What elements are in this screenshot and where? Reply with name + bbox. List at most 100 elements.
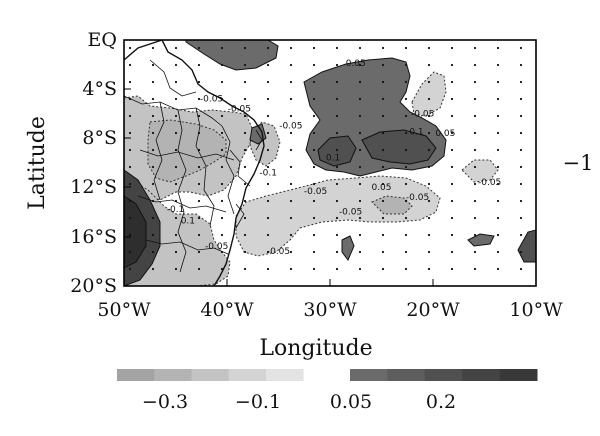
grid-dot <box>358 114 362 118</box>
grid-dot <box>220 97 224 101</box>
grid-dot <box>128 63 132 67</box>
grid-dot <box>450 80 454 84</box>
grid-dot <box>151 250 155 254</box>
grid-dot <box>473 165 477 169</box>
grid-dot <box>381 216 385 220</box>
grid-dot <box>128 267 132 271</box>
grid-dot <box>312 63 316 67</box>
grid-dot <box>220 182 224 186</box>
grid-dot <box>358 63 362 67</box>
grid-dot <box>243 233 247 237</box>
grid-dot <box>450 250 454 254</box>
grid-dot <box>496 63 500 67</box>
grid-dot <box>381 267 385 271</box>
grid-dot <box>289 80 293 84</box>
grid-dot <box>473 97 477 101</box>
grid-dot <box>381 199 385 203</box>
contour-label: -0.05 <box>267 247 290 257</box>
grid-dot <box>335 131 339 135</box>
grid-dot <box>450 148 454 152</box>
grid-dot <box>519 216 523 220</box>
grid-dot <box>335 148 339 152</box>
grid-dot <box>496 250 500 254</box>
grid-dot <box>151 63 155 67</box>
panel-marker: −1 <box>563 151 594 175</box>
grid-dot <box>381 114 385 118</box>
grid-dot <box>128 80 132 84</box>
grid-dot <box>151 199 155 203</box>
grid-dot <box>289 267 293 271</box>
grid-dot <box>289 182 293 186</box>
grid-dot <box>450 63 454 67</box>
grid-dot <box>358 182 362 186</box>
grid-dot <box>404 267 408 271</box>
grid-dot <box>289 233 293 237</box>
colorbar-swatch <box>499 369 538 381</box>
contour-label: -0.05 <box>478 178 501 188</box>
grid-dot <box>174 114 178 118</box>
coastline-contours <box>229 129 263 229</box>
grid-dot <box>128 114 132 118</box>
grid-dot <box>496 216 500 220</box>
grid-dot <box>358 148 362 152</box>
grid-dot <box>450 233 454 237</box>
grid-dot <box>473 148 477 152</box>
grid-dot <box>174 182 178 186</box>
grid-dot <box>243 63 247 67</box>
grid-dot <box>174 250 178 254</box>
grid-dot <box>243 97 247 101</box>
positive-region-small-south <box>341 235 355 261</box>
grid-dot <box>243 165 247 169</box>
grid-dot <box>335 199 339 203</box>
grid-dot <box>450 182 454 186</box>
grid-dot <box>427 250 431 254</box>
grid-dot <box>450 114 454 118</box>
grid-dot <box>128 182 132 186</box>
colorbar-tick-label: 0.05 <box>330 391 372 413</box>
grid-dot <box>519 165 523 169</box>
grid-dot <box>381 182 385 186</box>
grid-dot <box>335 165 339 169</box>
grid-dot <box>266 97 270 101</box>
grid-dot <box>128 250 132 254</box>
positive-region-north-coast <box>185 40 279 71</box>
grid-dot <box>151 216 155 220</box>
grid-dot <box>220 148 224 152</box>
grid-dot <box>427 199 431 203</box>
contour-label: -0.05 <box>406 193 429 203</box>
grid-dot <box>312 80 316 84</box>
x-tick-label: 50°W <box>97 299 151 321</box>
grid-dot <box>404 46 408 50</box>
colorbar-swatch <box>350 369 388 381</box>
grid-dot <box>220 199 224 203</box>
grid-dot <box>404 165 408 169</box>
grid-dot <box>427 46 431 50</box>
contour-label: -0.05 <box>205 242 228 252</box>
grid-dot <box>358 131 362 135</box>
negative-region-east-small <box>461 159 499 183</box>
grid-dot <box>335 80 339 84</box>
negative-region-inner-atlantic <box>371 195 413 215</box>
grid-dot <box>404 97 408 101</box>
grid-dot <box>266 199 270 203</box>
grid-dot <box>243 46 247 50</box>
grid-dot <box>128 199 132 203</box>
grid-dot <box>335 114 339 118</box>
grid-dot <box>174 199 178 203</box>
grid-dot <box>266 182 270 186</box>
grid-dot <box>519 114 523 118</box>
grid-dot <box>174 148 178 152</box>
grid-dot <box>128 46 132 50</box>
grid-dot <box>151 97 155 101</box>
colorbar: −0.3 −0.1 0.05 0.2 <box>117 369 538 413</box>
y-tick-label: EQ <box>88 29 117 51</box>
colorbar-tick-label: −0.1 <box>235 391 281 413</box>
grid-dot <box>174 165 178 169</box>
grid-dot <box>473 267 477 271</box>
grid-dot <box>519 267 523 271</box>
grid-dot <box>220 216 224 220</box>
grid-dot <box>473 233 477 237</box>
grid-dot <box>358 233 362 237</box>
contour-label: 0.05 <box>346 59 366 69</box>
